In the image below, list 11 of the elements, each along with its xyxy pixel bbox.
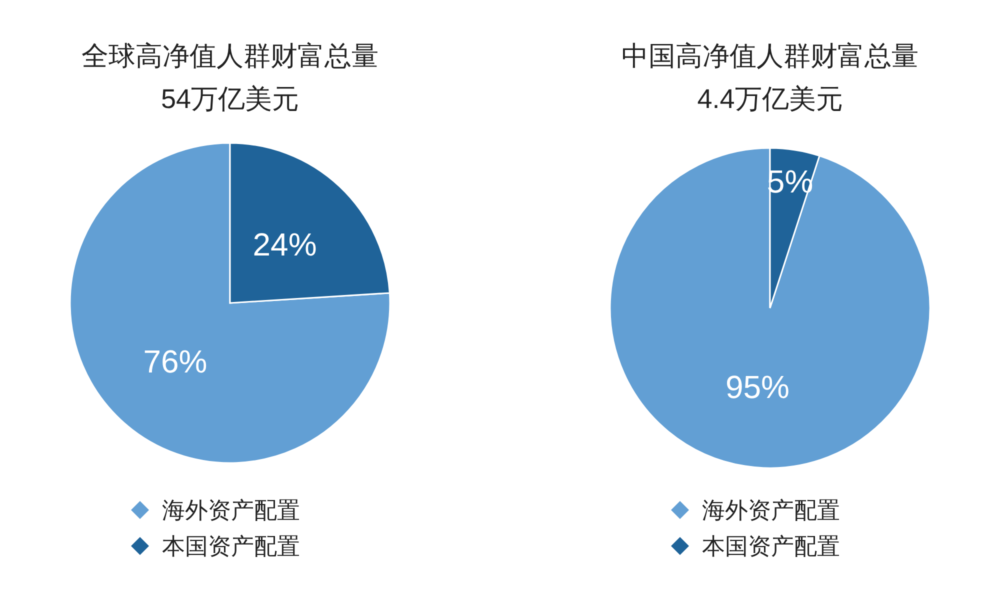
chart-title: 中国高净值人群财富总量 bbox=[622, 41, 918, 71]
data-label: 24% bbox=[252, 226, 317, 263]
chart-title: 全球高净值人群财富总量 bbox=[82, 41, 378, 71]
legend-label: 本国资产配置 bbox=[702, 533, 840, 559]
legend-label: 海外资产配置 bbox=[702, 497, 840, 523]
legend-label: 本国资产配置 bbox=[162, 533, 300, 559]
data-label: 95% bbox=[725, 369, 790, 406]
chart-subtitle: 4.4万亿美元 bbox=[697, 84, 843, 114]
data-label: 76% bbox=[143, 343, 208, 380]
legend-label: 海外资产配置 bbox=[162, 497, 300, 523]
chart-subtitle: 54万亿美元 bbox=[160, 84, 300, 114]
